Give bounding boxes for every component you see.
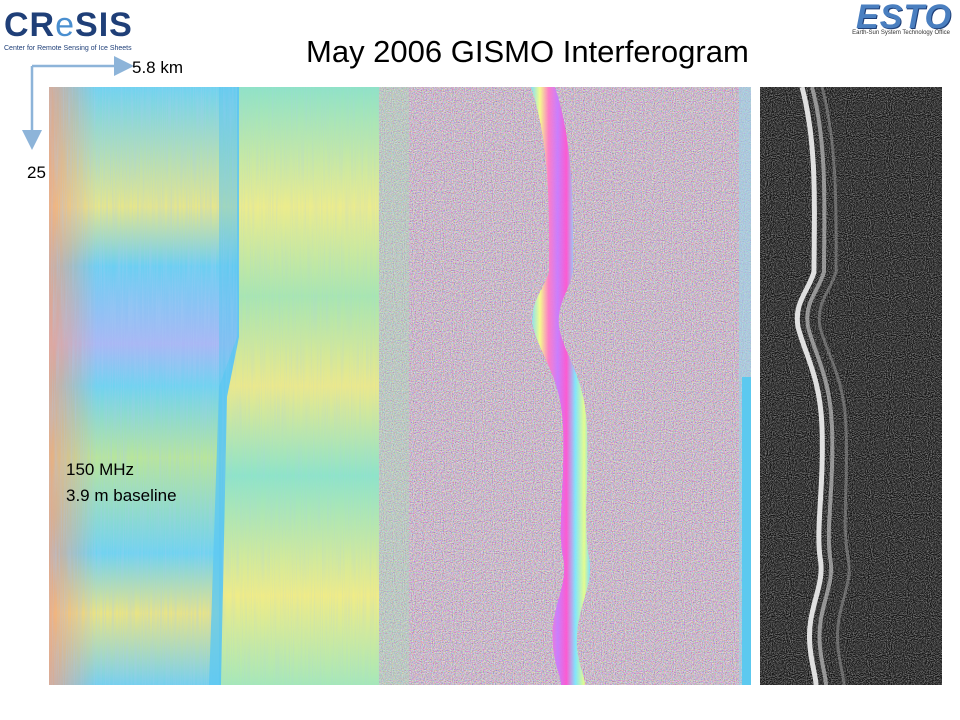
coherence-image — [760, 87, 942, 685]
esto-logo-tagline: Earth-Sun System Technology Office — [852, 30, 950, 36]
scale-arrows — [22, 56, 134, 150]
frequency-label: 150 MHz — [66, 460, 135, 479]
baseline-label: 3.9 m baseline — [66, 485, 177, 505]
cresis-logo-tagline: Center for Remote Sensing of Ice Sheets — [4, 45, 132, 52]
esto-logo: ESTO Earth-Sun System Technology Office — [826, 0, 954, 40]
cresis-logo-text-c: SIS — [75, 6, 133, 44]
interferogram-image — [49, 87, 751, 685]
cresis-logo-text-b: e — [55, 6, 76, 44]
cresis-logo-text-a: CR — [4, 6, 56, 44]
width-scale-label: 5.8 km — [132, 58, 184, 77]
page-title: May 2006 GISMO Interferogram — [306, 34, 749, 69]
radar-parameters-label: 150 MHz 3.9 m baseline — [66, 457, 177, 508]
cresis-logo: CReSIS Center for Remote Sensing of Ice … — [0, 0, 140, 58]
esto-logo-text: ESTO — [856, 0, 952, 36]
